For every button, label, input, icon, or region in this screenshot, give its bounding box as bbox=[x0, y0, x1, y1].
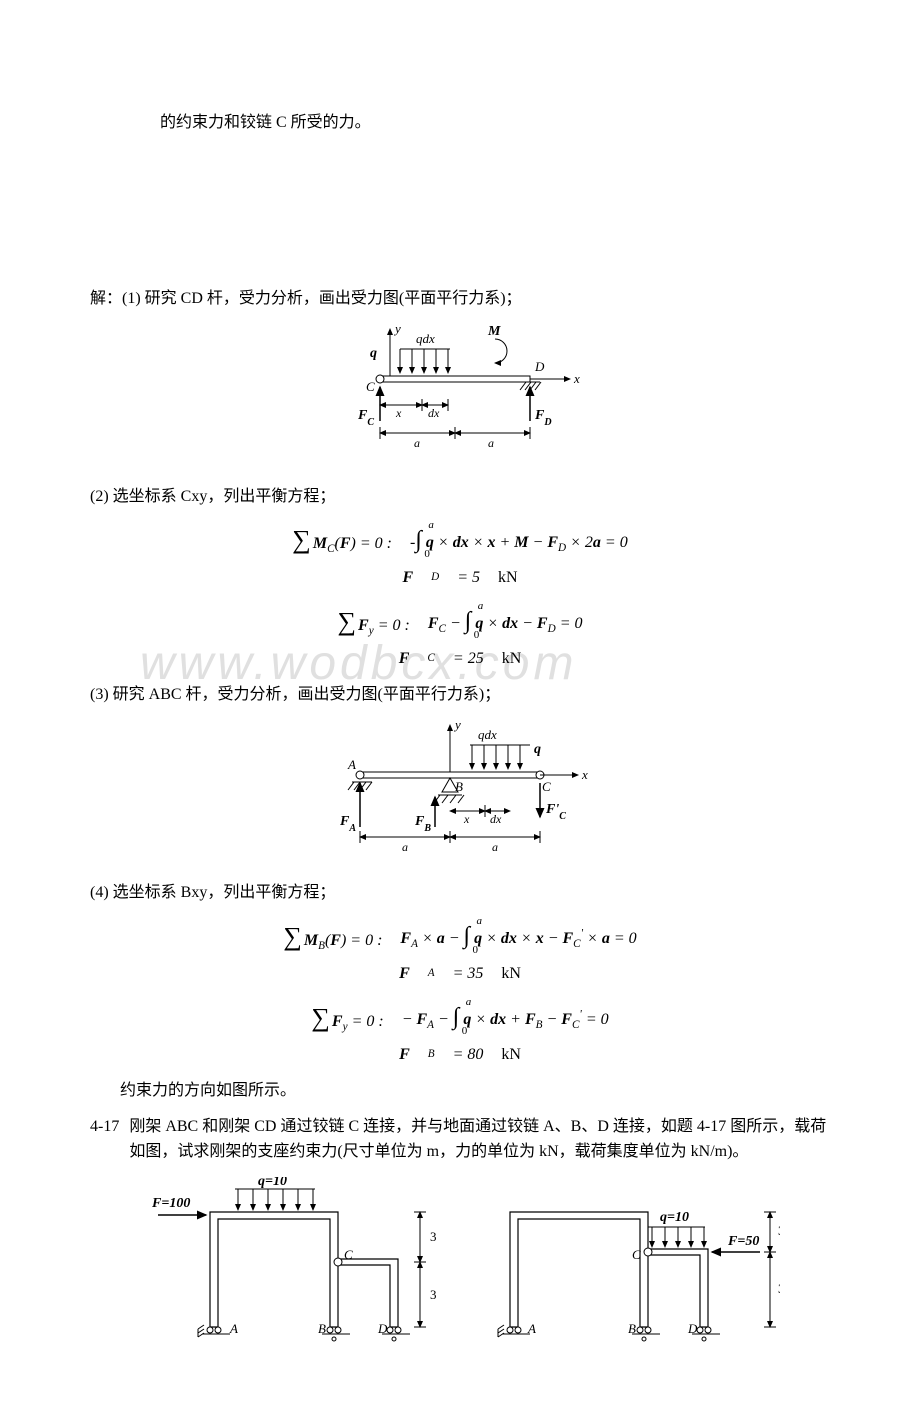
solution-step-1: 解：(1) 研究 CD 杆，受力分析，画出受力图(平面平行力系)； bbox=[90, 286, 830, 312]
svg-text:B: B bbox=[628, 1321, 636, 1336]
svg-text:C: C bbox=[632, 1247, 641, 1262]
svg-text:q=10: q=10 bbox=[258, 1177, 287, 1189]
svg-text:F=50: F=50 bbox=[727, 1234, 759, 1249]
svg-text:x: x bbox=[581, 767, 588, 782]
label-y: y bbox=[393, 321, 401, 336]
label-dx: dx bbox=[428, 406, 440, 420]
label-q: q bbox=[370, 346, 377, 361]
svg-text:3: 3 bbox=[430, 1287, 437, 1302]
svg-text:3: 3 bbox=[430, 1229, 437, 1244]
svg-text:D: D bbox=[377, 1321, 388, 1336]
label-a2: a bbox=[488, 436, 494, 450]
label-D: D bbox=[534, 359, 545, 374]
label-qdx: qdx bbox=[416, 331, 435, 346]
solution-step-3: (3) 研究 ABC 杆，受力分析，画出受力图(平面平行力系)； bbox=[90, 682, 830, 708]
label-C: C bbox=[366, 379, 375, 394]
svg-text:3: 3 bbox=[778, 1281, 780, 1296]
svg-text:qdx: qdx bbox=[478, 727, 497, 742]
svg-text:3: 3 bbox=[778, 1223, 780, 1238]
figure-abc-beam: y x qdx q A B C FA FB F'C x dx a a bbox=[90, 717, 830, 866]
label-M: M bbox=[487, 324, 501, 339]
equation-1: ∑MC(F) = 0 : -∫0a q × dx × x + M − FD × … bbox=[90, 519, 830, 590]
svg-text:F=100: F=100 bbox=[151, 1196, 190, 1211]
conclusion: 约束力的方向如图所示。 bbox=[120, 1078, 830, 1104]
label-x: x bbox=[573, 371, 580, 386]
svg-text:q=10: q=10 bbox=[660, 1210, 689, 1225]
svg-text:C: C bbox=[542, 779, 551, 794]
solution-step-4: (4) 选坐标系 Bxy，列出平衡方程； bbox=[90, 880, 830, 906]
label-FD: FD bbox=[534, 408, 552, 428]
svg-text:FB: FB bbox=[414, 814, 431, 834]
svg-text:a: a bbox=[492, 840, 498, 854]
equation-2: ∑Fy = 0 : FC − ∫0a q × dx − FD = 0 www.w… bbox=[90, 601, 830, 672]
svg-text:B: B bbox=[455, 779, 463, 794]
solution-step-2: (2) 选坐标系 Cxy，列出平衡方程； bbox=[90, 484, 830, 510]
problem-text: 刚架 ABC 和刚架 CD 通过铰链 C 连接，并与地面通过铰链 A、B、D 连… bbox=[129, 1114, 830, 1165]
label-xdim: x bbox=[395, 406, 402, 420]
svg-text:F'C: F'C bbox=[545, 802, 566, 822]
svg-text:A: A bbox=[229, 1321, 238, 1336]
svg-text:y: y bbox=[453, 717, 461, 732]
svg-text:A: A bbox=[527, 1321, 536, 1336]
svg-text:FA: FA bbox=[339, 814, 356, 834]
svg-text:a: a bbox=[402, 840, 408, 854]
svg-text:A: A bbox=[347, 757, 356, 772]
equation-4: ∑Fy = 0 : − FA − ∫0a q × dx + FB − FC' =… bbox=[90, 997, 830, 1068]
label-a1: a bbox=[414, 436, 420, 450]
svg-text:B: B bbox=[318, 1321, 326, 1336]
svg-text:C: C bbox=[344, 1247, 353, 1262]
problem-4-17: 4-17 刚架 ABC 和刚架 CD 通过铰链 C 连接，并与地面通过铰链 A、… bbox=[90, 1114, 830, 1165]
label-FC: FC bbox=[357, 408, 374, 428]
svg-text:dx: dx bbox=[490, 812, 502, 826]
equation-3: ∑MB(F) = 0 : FA × a − ∫0a q × dx × x − F… bbox=[90, 916, 830, 987]
problem-number: 4-17 bbox=[90, 1114, 119, 1165]
continuation-text: 的约束力和铰链 C 所受的力。 bbox=[160, 110, 830, 136]
figure-frames: q=10 F=100 C A B D 3 bbox=[90, 1177, 830, 1356]
svg-text:x: x bbox=[463, 812, 470, 826]
svg-text:q: q bbox=[534, 742, 541, 757]
figure-cd-beam: y x q qdx M C D FC FD x dx a a bbox=[90, 321, 830, 470]
svg-text:D: D bbox=[687, 1321, 698, 1336]
